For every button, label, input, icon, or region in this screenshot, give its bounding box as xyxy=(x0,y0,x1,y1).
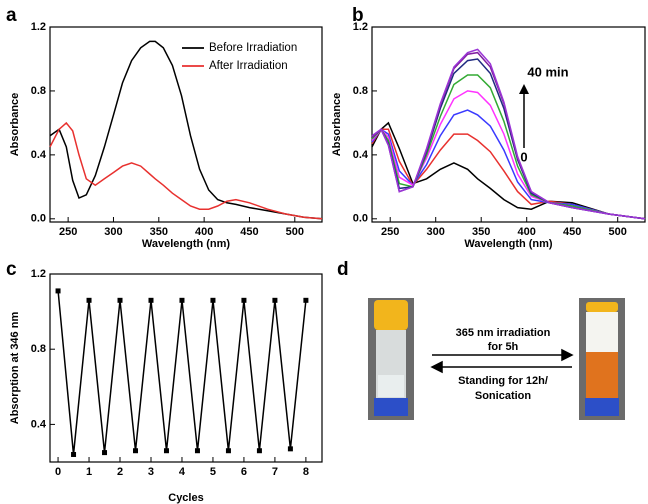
x-tick-label: 5 xyxy=(210,466,216,478)
arrow-label: for 5h xyxy=(488,341,519,353)
marker xyxy=(256,448,262,454)
series-line xyxy=(371,128,646,220)
arrow-label: Standing for 12h/ xyxy=(458,375,548,387)
x-tick-label: 350 xyxy=(150,226,168,238)
x-axis-title: Cycles xyxy=(168,492,203,504)
panel-label: b xyxy=(352,5,364,26)
y-tick-label: 0.8 xyxy=(353,85,368,97)
marker xyxy=(71,451,77,457)
x-tick-label: 500 xyxy=(286,226,304,238)
marker xyxy=(102,450,108,456)
marker xyxy=(117,297,123,303)
marker xyxy=(272,297,278,303)
marker xyxy=(86,297,92,303)
x-tick-label: 450 xyxy=(240,226,258,238)
y-tick-label: 1.2 xyxy=(31,268,46,280)
x-tick-label: 350 xyxy=(472,226,490,238)
plot-frame xyxy=(49,273,323,463)
y-tick-label: 0.0 xyxy=(353,213,368,225)
marker xyxy=(163,448,169,454)
marker xyxy=(225,448,231,454)
marker xyxy=(148,297,154,303)
marker xyxy=(133,448,139,454)
marker xyxy=(55,288,61,294)
y-tick-label: 0.4 xyxy=(31,418,47,430)
x-tick-label: 8 xyxy=(303,466,309,478)
x-tick-label: 0 xyxy=(55,466,61,478)
series-line xyxy=(371,48,646,220)
panel-label: c xyxy=(6,259,17,280)
arrow-label: Sonication xyxy=(475,390,532,402)
x-tick-label: 450 xyxy=(563,226,581,238)
x-tick-label: 250 xyxy=(59,226,77,238)
series-line xyxy=(49,121,323,220)
marker xyxy=(194,448,200,454)
y-axis-title: Absorption at 346 nm xyxy=(9,312,21,425)
x-tick-label: 300 xyxy=(427,226,445,238)
marker xyxy=(303,297,309,303)
series-line xyxy=(57,290,307,455)
x-axis-title: Wavelength (nm) xyxy=(464,238,553,250)
x-tick-label: 7 xyxy=(272,466,278,478)
annotation: 40 min xyxy=(527,64,568,79)
legend-label: Before Irradiation xyxy=(209,42,297,54)
x-axis-title: Wavelength (nm) xyxy=(142,238,231,250)
x-tick-label: 250 xyxy=(381,226,399,238)
x-tick-label: 1 xyxy=(86,466,92,478)
y-tick-label: 0.4 xyxy=(353,149,369,161)
marker xyxy=(210,297,216,303)
marker xyxy=(179,297,185,303)
y-axis-title: Absorbance xyxy=(331,93,343,157)
panel-label: a xyxy=(6,5,17,26)
x-tick-label: 400 xyxy=(195,226,213,238)
series-line xyxy=(49,40,323,220)
plot-frame xyxy=(371,26,646,223)
y-tick-label: 0.8 xyxy=(31,85,46,97)
marker xyxy=(241,297,247,303)
x-tick-label: 3 xyxy=(148,466,154,478)
arrows xyxy=(430,348,574,374)
y-tick-label: 0.8 xyxy=(31,343,46,355)
annotation: 0 xyxy=(520,149,527,164)
vial-right xyxy=(579,298,625,420)
y-axis-title: Absorbance xyxy=(9,93,21,157)
y-tick-label: 1.2 xyxy=(31,21,46,33)
x-tick-label: 500 xyxy=(609,226,627,238)
marker xyxy=(287,446,293,452)
y-tick-label: 0.0 xyxy=(31,213,46,225)
x-tick-label: 2 xyxy=(117,466,123,478)
annotation-arrowhead xyxy=(519,84,529,94)
series-line xyxy=(371,90,646,220)
y-tick-label: 0.4 xyxy=(31,149,47,161)
x-tick-label: 6 xyxy=(241,466,247,478)
y-tick-label: 1.2 xyxy=(353,21,368,33)
legend-label: After Irradiation xyxy=(209,60,288,72)
arrow-label: 365 nm irradiation xyxy=(456,327,551,339)
x-tick-label: 400 xyxy=(518,226,536,238)
x-tick-label: 300 xyxy=(104,226,122,238)
x-tick-label: 4 xyxy=(179,466,186,478)
plot-frame xyxy=(49,26,323,223)
panel-label: d xyxy=(337,259,349,280)
vial-left xyxy=(368,298,414,420)
